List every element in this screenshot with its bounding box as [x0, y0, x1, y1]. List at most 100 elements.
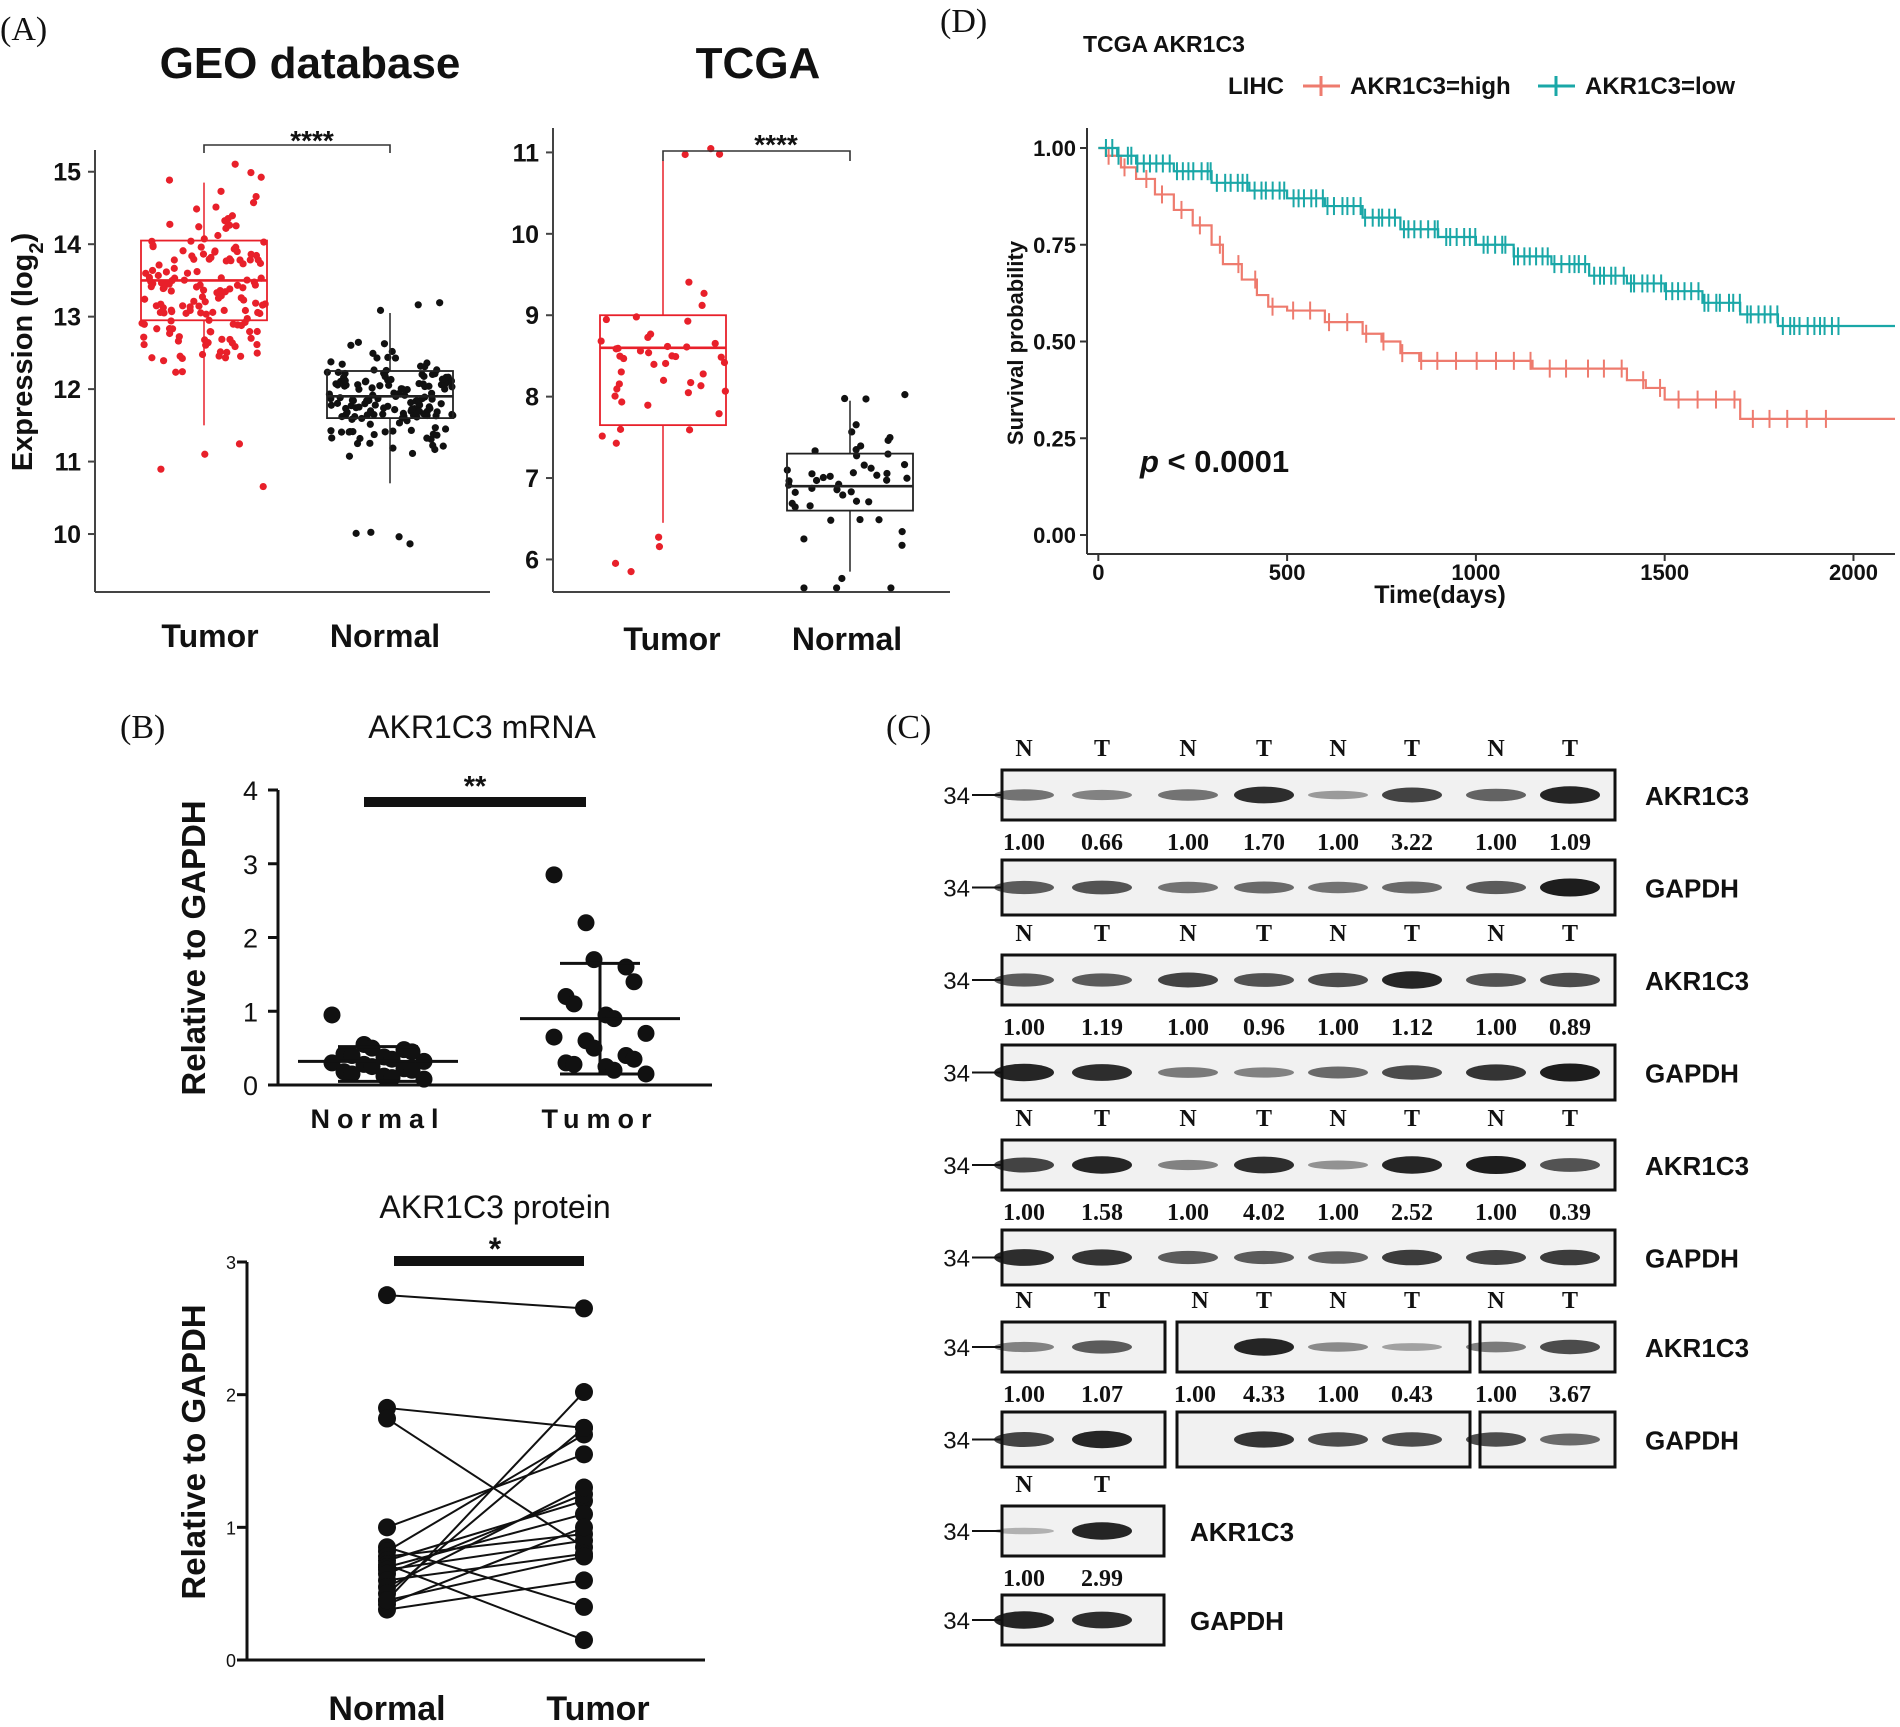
protein-pair-line [386, 1555, 585, 1602]
geo-dot-normal [421, 382, 429, 391]
blot-quant-value: 1.07 [1081, 1382, 1123, 1408]
blot-band [1466, 1432, 1526, 1447]
tcga-dot-normal [827, 516, 835, 524]
blot-quant-value: 1.00 [1167, 830, 1209, 856]
blot-band [1382, 971, 1442, 989]
panel-letter-d: (D) [940, 3, 987, 40]
km-title: TCGA AKR1C3 [1083, 31, 1245, 57]
tcga-box-normal [786, 452, 914, 512]
blot-protein-label-akr1c3: AKR1C3 [1645, 1333, 1749, 1363]
geo-dot-tumor [205, 255, 213, 263]
protein-pair-line [386, 1294, 585, 1310]
blot-quant-value: 3.22 [1391, 830, 1433, 856]
geo-boxplot: GEO database Expression (log2) 101112131… [7, 39, 490, 654]
tcga-dot-tumor [662, 359, 670, 368]
blot-quant-value: 1.00 [1475, 1382, 1517, 1408]
geo-box-normal [326, 370, 454, 419]
tcga-dot-normal [838, 574, 846, 583]
protein-point-normal [378, 1286, 396, 1305]
geo-dot-tumor [141, 295, 149, 303]
blot-band [1234, 1250, 1294, 1265]
blot-band [1072, 1611, 1132, 1629]
tcga-dot-normal [791, 488, 799, 496]
mrna-point-normal [343, 1065, 361, 1083]
blot-quant-value: 4.33 [1243, 1382, 1285, 1408]
blot-protein-label-gapdh: GAPDH [1645, 1059, 1739, 1089]
blot-protein-label-akr1c3: AKR1C3 [1645, 966, 1749, 996]
km-x-tick-label-0: 0 [1092, 560, 1104, 585]
blot-band [1072, 973, 1132, 987]
tcga-dot-normal [860, 461, 868, 469]
blot-quant-value: 0.66 [1081, 830, 1123, 856]
blot-lane-label: N [1487, 921, 1505, 947]
geo-dot-normal [367, 528, 375, 536]
blot-band [994, 973, 1054, 987]
blot-band [1234, 881, 1294, 894]
protein-significance: * [489, 1231, 502, 1267]
tcga-dot-normal [903, 474, 911, 482]
panel-letter-b: (B) [120, 709, 165, 746]
geo-dot-tumor [195, 223, 203, 231]
protein-pair-line [386, 1417, 585, 1549]
tcga-y-tick-label-3: 9 [525, 302, 539, 330]
geo-dot-tumor [197, 309, 205, 317]
blot-size-marker: 34 [943, 968, 970, 995]
geo-dot-normal [421, 363, 429, 371]
geo-dot-normal [448, 410, 456, 419]
geo-dot-tumor [231, 160, 239, 168]
tcga-dot-tumor [616, 425, 625, 433]
geo-dot-tumor [252, 251, 261, 260]
blot-lane-label: T [1562, 736, 1578, 762]
tcga-dot-tumor [617, 368, 625, 376]
geo-dot-normal [408, 449, 417, 458]
panel-letter-c: (C) [886, 709, 931, 746]
protein-point-tumor [575, 1445, 593, 1464]
protein-y-tick-label-0: 0 [226, 1651, 236, 1671]
geo-dot-tumor [196, 281, 204, 289]
geo-dot-tumor [231, 342, 239, 351]
blot-band [1072, 880, 1132, 895]
geo-dot-normal [381, 428, 389, 436]
tcga-y-tick-label-1: 7 [525, 465, 539, 493]
blot-lane-label: T [1094, 736, 1110, 762]
blot-lane-label: T [1094, 1288, 1110, 1314]
tcga-dot-normal [867, 464, 875, 472]
blot-quant-value: 1.19 [1081, 1015, 1123, 1041]
geo-dot-tumor [224, 214, 232, 223]
geo-dot-tumor [152, 302, 160, 310]
blot-lane-label: T [1256, 1288, 1272, 1314]
blot-quant-value: 1.00 [1475, 1200, 1517, 1226]
blot-band [1234, 1067, 1294, 1078]
blot-band [994, 1249, 1054, 1266]
km-y-tick-label-0: 0.00 [1033, 523, 1076, 548]
protein-point-tumor [575, 1597, 593, 1616]
blot-band [1540, 1158, 1600, 1172]
geo-dot-tumor [148, 266, 157, 275]
mrna-point-tumor [637, 1065, 655, 1083]
protein-pair-line [386, 1552, 585, 1582]
km-pvalue-p: p [1139, 444, 1159, 479]
blot-band [1072, 1522, 1132, 1540]
geo-dot-normal [391, 406, 399, 414]
tcga-dot-normal [901, 391, 909, 399]
geo-dot-tumor [202, 310, 210, 318]
tcga-y-tick-label-4: 10 [511, 221, 539, 249]
blot-lane-label: N [1015, 1472, 1033, 1498]
km-y-tick-label-2: 0.50 [1033, 330, 1076, 355]
blot-band [1466, 973, 1526, 987]
tcga-dot-normal [833, 486, 841, 494]
km-y-tick-label-4: 1.00 [1033, 136, 1076, 161]
blot-quant-value: 0.39 [1549, 1200, 1591, 1226]
tcga-dot-normal [856, 515, 864, 524]
tcga-dot-tumor [715, 410, 723, 418]
geo-dot-tumor [166, 220, 174, 228]
blot-lane-label: T [1094, 1106, 1110, 1132]
tcga-dot-normal [887, 584, 895, 592]
geo-dot-normal [361, 378, 369, 386]
tcga-dot-normal [800, 535, 808, 543]
geo-dot-tumor [202, 341, 210, 349]
blot-lane-label: N [1487, 736, 1505, 762]
blot-quant-value: 1.00 [1003, 830, 1045, 856]
blot-size-marker: 34 [943, 1061, 970, 1088]
